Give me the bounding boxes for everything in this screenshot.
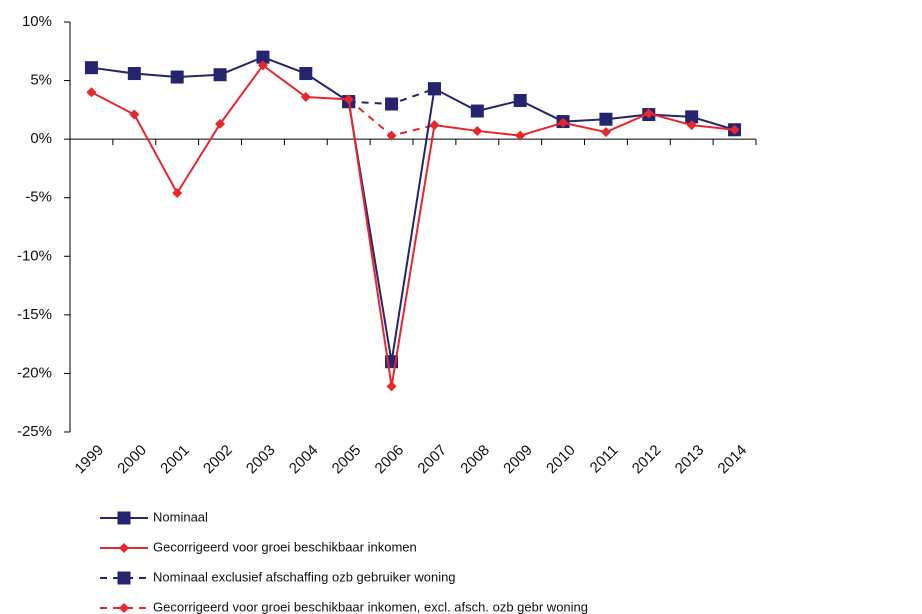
x-tick-label: 2004	[286, 442, 322, 478]
y-tick-label: -25%	[17, 423, 52, 440]
legend-label: Nominaal exclusief afschaffing ozb gebru…	[153, 569, 456, 584]
x-tick-label: 2012	[629, 442, 665, 478]
marker	[127, 67, 141, 81]
y-tick-label: 0%	[30, 130, 52, 147]
marker	[558, 117, 569, 128]
marker	[299, 67, 313, 81]
marker	[343, 94, 354, 105]
marker	[170, 70, 184, 84]
marker	[257, 60, 268, 71]
series-line	[90, 63, 735, 387]
marker	[470, 104, 484, 118]
x-tick-label: 2014	[715, 442, 751, 478]
y-tick-label: 5%	[30, 72, 52, 89]
legend-marker	[117, 571, 131, 585]
x-tick-label: 2007	[414, 442, 450, 478]
x-tick-label: 1999	[71, 442, 107, 478]
y-tick-label: 10%	[22, 13, 52, 30]
marker	[685, 110, 699, 124]
legend-marker	[119, 543, 129, 553]
x-tick-label: 2009	[500, 442, 536, 478]
marker	[215, 118, 226, 129]
marker	[472, 125, 483, 136]
marker	[172, 188, 183, 199]
marker	[429, 120, 440, 131]
marker	[513, 93, 527, 107]
x-tick-label: 2000	[114, 442, 150, 478]
x-tick-label: 2001	[157, 442, 193, 478]
marker	[385, 97, 399, 111]
y-tick-label: -20%	[17, 364, 52, 381]
legend-label: Gecorrigeerd voor groei beschikbaar inko…	[153, 599, 588, 614]
marker	[427, 82, 441, 96]
marker	[86, 87, 97, 98]
marker	[729, 124, 740, 135]
marker	[386, 130, 397, 141]
marker	[599, 112, 613, 126]
legend-label: Nominaal	[153, 509, 208, 524]
x-tick-label: 2010	[543, 442, 579, 478]
x-tick-label: 2006	[372, 442, 408, 478]
marker	[643, 108, 654, 119]
x-tick-label: 2003	[243, 442, 279, 478]
marker	[213, 68, 227, 82]
legend-marker	[119, 603, 129, 613]
series-line	[91, 56, 735, 362]
marker	[256, 50, 270, 64]
marker	[84, 61, 98, 75]
marker	[386, 381, 397, 392]
marker	[300, 91, 311, 102]
marker	[686, 120, 697, 131]
x-tick-label: 2008	[457, 442, 493, 478]
y-tick-label: -10%	[17, 247, 52, 264]
x-tick-label: 2002	[200, 442, 236, 478]
marker	[129, 109, 140, 120]
y-tick-label: -15%	[17, 306, 52, 323]
marker	[600, 127, 611, 138]
x-tick-label: 2005	[329, 442, 365, 478]
x-tick-label: 2011	[587, 442, 622, 477]
legend-label: Gecorrigeerd voor groei beschikbaar inko…	[153, 539, 417, 554]
x-tick-label: 2013	[672, 442, 708, 478]
marker	[515, 130, 526, 141]
y-tick-label: -5%	[25, 189, 52, 206]
legend-marker	[117, 511, 131, 525]
